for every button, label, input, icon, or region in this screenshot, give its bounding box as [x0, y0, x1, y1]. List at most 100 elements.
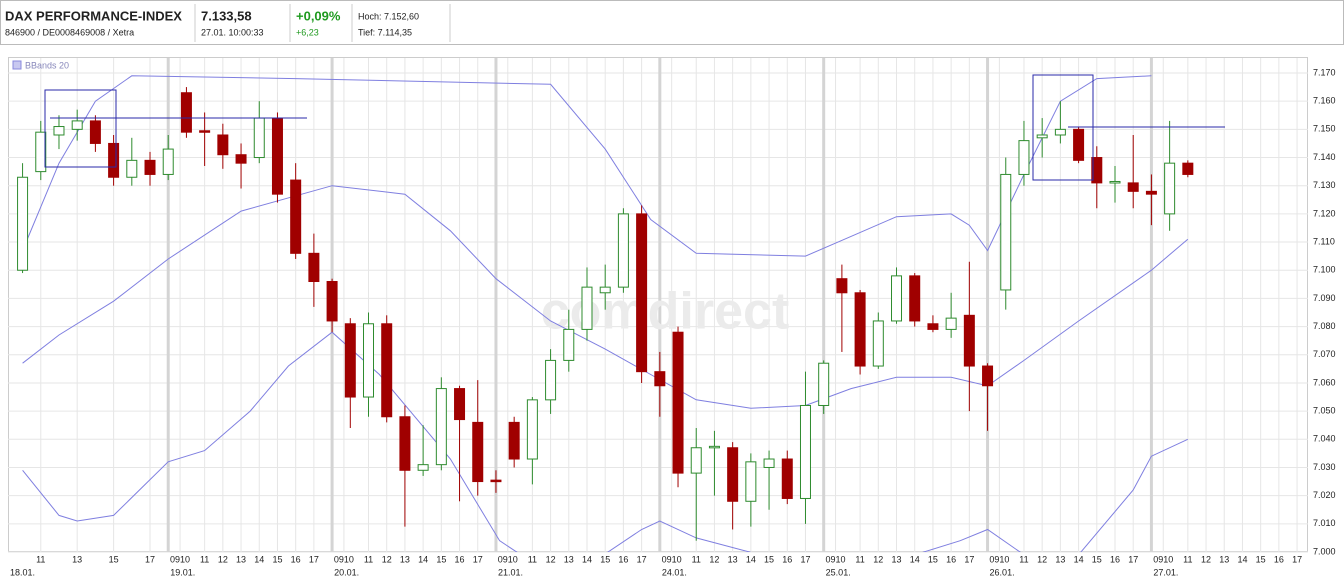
- x-tick-label: 17: [473, 554, 483, 564]
- x-tick-label: 17: [1292, 554, 1302, 564]
- candle-body: [344, 323, 356, 398]
- candle-body: [363, 323, 375, 398]
- index-title: DAX PERFORMANCE-INDEX: [5, 8, 182, 23]
- x-tick-label: 15: [272, 554, 282, 564]
- candle-body: [381, 323, 393, 418]
- x-tick-label: 14: [910, 554, 920, 564]
- x-tick-label: 13: [728, 554, 738, 564]
- marks: [17, 75, 1194, 552]
- candle-body: [35, 131, 47, 173]
- x-tick-label: 12: [1201, 554, 1211, 564]
- candle-body: [545, 359, 557, 401]
- change: +6,23: [296, 27, 319, 37]
- candle-body: [1091, 157, 1103, 184]
- price-time: 27.01. 10:00:33: [201, 27, 264, 37]
- x-tick-label: 15: [600, 554, 610, 564]
- y-tick-label: 7.040: [1313, 434, 1336, 444]
- candle-body: [636, 213, 648, 373]
- x-tick-label: 16: [291, 554, 301, 564]
- candle-body: [490, 479, 502, 483]
- candle-body: [690, 447, 702, 474]
- x-tick-label: 12: [709, 554, 719, 564]
- y-tick-label: 7.140: [1313, 152, 1336, 162]
- day-low: Tief: 7.114,35: [358, 27, 412, 37]
- y-tick-label: 7.170: [1313, 67, 1336, 77]
- day-label: 18.01.: [10, 567, 35, 577]
- candle-body: [909, 275, 921, 322]
- x-tick-label: 14: [746, 554, 756, 564]
- legend-swatch: [12, 60, 22, 70]
- y-tick-label: 7.000: [1313, 546, 1336, 556]
- candle-body: [508, 421, 520, 460]
- x-tick-label: 15: [1092, 554, 1102, 564]
- x-tick-label: 13: [236, 554, 246, 564]
- x-tick-label: 0910: [170, 554, 190, 564]
- y-tick-label: 7.090: [1313, 293, 1336, 303]
- x-tick-label: 0910: [826, 554, 846, 564]
- y-tick-label: 7.130: [1313, 180, 1336, 190]
- candle-body: [781, 458, 793, 499]
- candle-body: [836, 278, 848, 294]
- candle-body: [180, 92, 192, 133]
- x-tick-label: 17: [1128, 554, 1138, 564]
- y-tick-label: 7.010: [1313, 518, 1336, 528]
- y-tick-label: 7.070: [1313, 349, 1336, 359]
- x-tick-label: 14: [1074, 554, 1084, 564]
- y-tick-label: 7.060: [1313, 377, 1336, 387]
- x-tick-label: 12: [1037, 554, 1047, 564]
- candle-body: [17, 176, 29, 271]
- candle-body: [1036, 134, 1048, 139]
- candle-body: [982, 365, 994, 387]
- x-tick-label: 13: [400, 554, 410, 564]
- candle-body: [89, 120, 101, 144]
- x-tick-label: 12: [218, 554, 228, 564]
- day-label: 24.01.: [662, 567, 687, 577]
- x-tick-label: 15: [764, 554, 774, 564]
- x-tick-label: 11: [528, 554, 537, 564]
- candle-body: [654, 371, 666, 387]
- x-tick-label: 0910: [989, 554, 1009, 564]
- candle-body: [672, 331, 684, 474]
- day-label: 19.01.: [170, 567, 195, 577]
- candle-body: [1164, 162, 1176, 215]
- band-line: [22, 331, 1189, 552]
- x-tick-label: 12: [382, 554, 392, 564]
- x-tick-label: 17: [964, 554, 974, 564]
- candle-body: [708, 445, 720, 449]
- x-tick-label: 15: [1256, 554, 1266, 564]
- x-tick-label: 11: [1019, 554, 1028, 564]
- x-tick-label: 15: [109, 554, 119, 564]
- y-tick-label: 7.030: [1313, 462, 1336, 472]
- candle-body: [235, 154, 247, 164]
- candle-body: [144, 159, 156, 175]
- candle-body: [927, 323, 939, 330]
- candle-body: [1073, 128, 1085, 161]
- y-tick-label: 7.100: [1313, 265, 1336, 275]
- candle-body: [1127, 182, 1139, 192]
- x-tick-label: 14: [582, 554, 592, 564]
- day-label: 20.01.: [334, 567, 359, 577]
- candle-body: [745, 461, 757, 502]
- candle-body: [891, 275, 903, 322]
- candle-body: [1054, 128, 1066, 136]
- candle-body: [854, 292, 866, 367]
- candle-body: [526, 399, 538, 460]
- x-tick-label: 16: [618, 554, 628, 564]
- x-tick-label: 17: [800, 554, 810, 564]
- candle-body: [563, 328, 575, 361]
- x-tick-label: 17: [309, 554, 319, 564]
- candle-body: [454, 388, 466, 421]
- x-tick-label: 14: [254, 554, 264, 564]
- watermark: comdirect: [541, 283, 790, 341]
- candle-body: [472, 421, 484, 483]
- y-tick-label: 7.080: [1313, 321, 1336, 331]
- x-tick-label: 11: [200, 554, 209, 564]
- x-tick-label: 16: [782, 554, 792, 564]
- x-tick-label: 14: [1237, 554, 1247, 564]
- candle-body: [599, 286, 611, 294]
- x-tick-label: 11: [692, 554, 701, 564]
- candle-body: [727, 447, 739, 502]
- change-pct: +0,09%: [296, 8, 341, 23]
- annotation-box: [44, 89, 117, 168]
- x-tick-label: 13: [1219, 554, 1229, 564]
